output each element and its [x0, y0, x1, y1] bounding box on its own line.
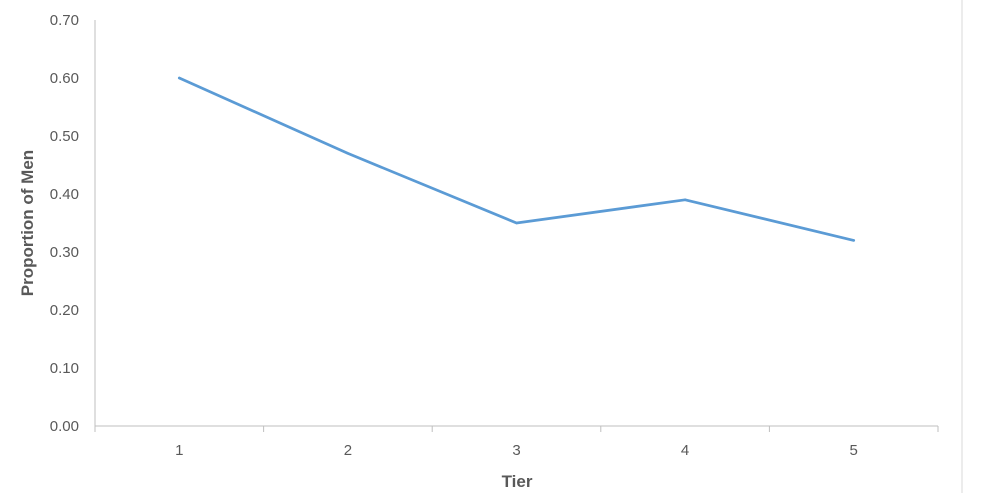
data-point	[515, 221, 518, 225]
y-tick-label: 0.70	[50, 12, 79, 29]
x-tick-label: 4	[681, 442, 689, 459]
y-tick-label: 0.30	[50, 244, 79, 261]
data-point	[683, 198, 687, 201]
y-tick-label: 0.50	[50, 128, 79, 145]
y-tick-label: 0.10	[50, 360, 79, 377]
data-point	[346, 152, 350, 155]
x-axis-title: Tier	[502, 472, 533, 491]
y-tick-label: 0.20	[50, 302, 79, 319]
y-tick-label: 0.60	[50, 70, 79, 87]
y-axis: 0.00 0.10 0.20 0.30 0.40 0.50 0.60 0.70	[50, 12, 96, 435]
y-tick-label: 0.40	[50, 186, 79, 203]
x-tick-label: 2	[344, 442, 352, 459]
y-axis-title: Proportion of Men	[18, 150, 37, 296]
x-tick-label: 5	[850, 442, 858, 459]
series-line	[177, 76, 856, 242]
y-tick-label: 0.00	[50, 418, 79, 435]
x-tick-label: 3	[512, 442, 520, 459]
data-point	[852, 239, 855, 242]
series-group	[177, 76, 856, 242]
x-axis: 1 2 3 4 5	[94, 425, 939, 459]
data-point	[178, 76, 181, 80]
x-tick-label: 1	[175, 442, 183, 459]
